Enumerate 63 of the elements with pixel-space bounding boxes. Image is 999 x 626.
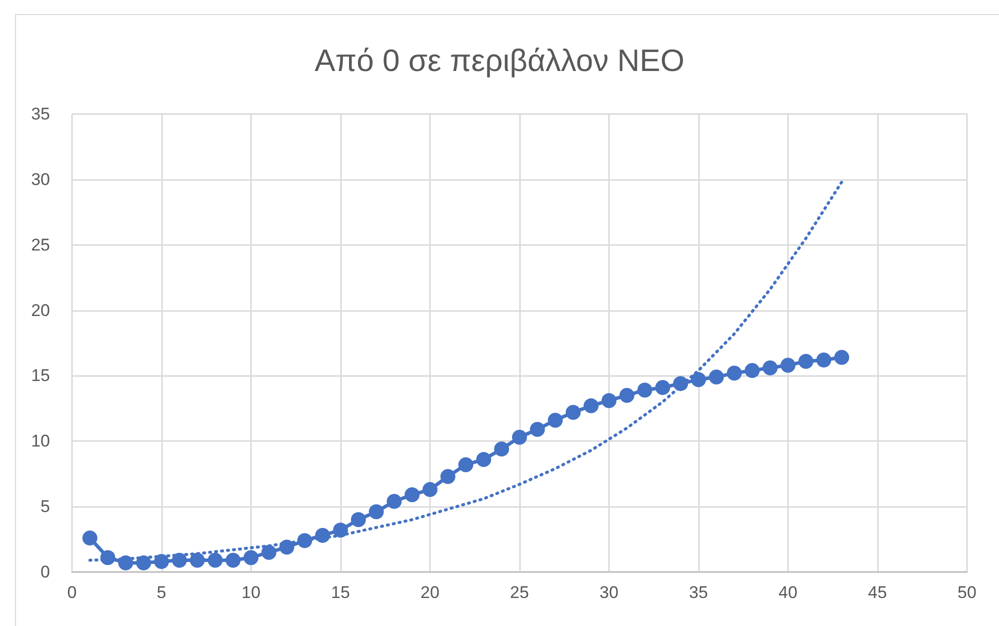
point — [602, 393, 616, 408]
point — [136, 555, 152, 570]
x-tick-label: 35 — [689, 583, 708, 602]
point — [404, 487, 420, 502]
point — [530, 422, 545, 437]
point — [780, 358, 796, 373]
point — [100, 550, 116, 566]
y-tick-label: 30 — [31, 170, 50, 189]
point — [190, 552, 205, 568]
y-tick-label: 10 — [31, 432, 50, 451]
x-tick-label: 5 — [156, 583, 166, 602]
x-tick-label: 40 — [778, 583, 798, 602]
point — [350, 512, 366, 528]
point — [691, 372, 706, 388]
x-tick-label: 25 — [510, 583, 529, 602]
point — [208, 552, 223, 568]
x-tick-label: 15 — [331, 583, 350, 602]
chart-title: Από 0 σε περιβάλλον NEO — [314, 43, 684, 78]
point — [244, 550, 258, 566]
point — [297, 533, 312, 548]
point — [655, 380, 670, 395]
point — [548, 412, 563, 428]
point — [440, 468, 456, 484]
point — [82, 530, 98, 546]
point — [279, 540, 294, 555]
point — [673, 376, 688, 392]
point — [261, 544, 276, 560]
point — [386, 494, 402, 509]
point — [315, 528, 330, 543]
y-tick-label: 35 — [31, 104, 50, 124]
x-tick-label: 45 — [868, 583, 887, 602]
x-tick-label: 30 — [600, 583, 618, 602]
point — [512, 430, 527, 445]
y-tick-label: 5 — [40, 497, 50, 516]
point — [816, 352, 832, 368]
point — [476, 452, 492, 467]
point — [458, 457, 474, 472]
point — [154, 554, 169, 570]
y-tick-label: 20 — [31, 300, 50, 320]
point — [834, 350, 850, 365]
point — [762, 360, 778, 376]
point — [619, 388, 634, 403]
point — [744, 362, 760, 378]
x-tick-label: 50 — [958, 583, 976, 602]
point — [422, 482, 438, 498]
point — [584, 398, 599, 414]
point — [708, 370, 724, 385]
point — [118, 555, 134, 570]
y-tick-label: 15 — [31, 366, 50, 386]
x-tick-label: 10 — [242, 583, 260, 602]
point — [798, 354, 814, 369]
x-tick-label: 0 — [67, 583, 77, 602]
y-tick-label: 0 — [40, 562, 50, 582]
point — [494, 442, 510, 456]
point — [172, 552, 187, 568]
x-tick-label: 20 — [420, 583, 440, 602]
point — [226, 552, 241, 568]
point — [637, 382, 652, 398]
y-tick-label: 25 — [31, 235, 50, 254]
point — [368, 504, 384, 520]
point — [566, 404, 581, 420]
point — [333, 522, 348, 538]
point — [726, 366, 742, 381]
